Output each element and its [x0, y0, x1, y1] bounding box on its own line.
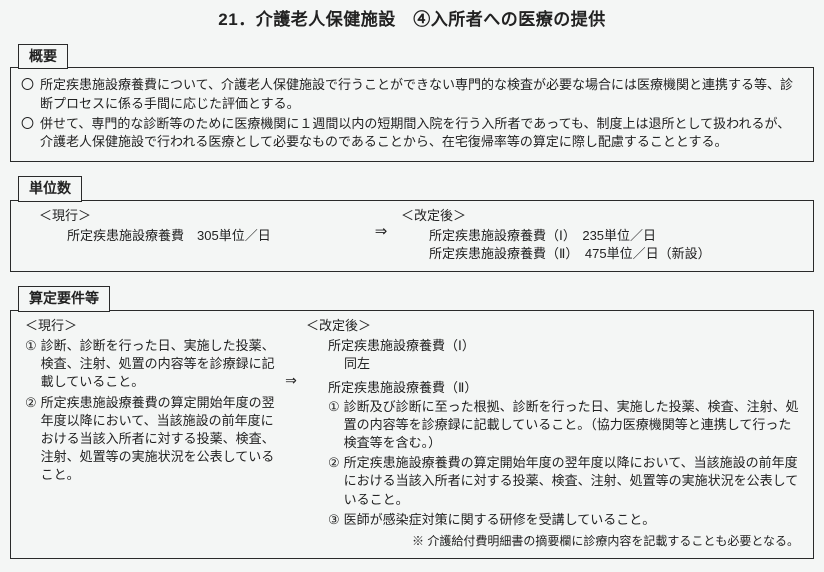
units-current-header: ＜現行＞: [39, 207, 361, 225]
units-revised-line2: 所定疾患施設療養費（Ⅱ） 475単位／日（新設）: [401, 245, 803, 263]
requirement-text: 所定疾患施設療養費の算定開始年度の翌年度以降において、当該施設の前年度における当…: [41, 394, 276, 485]
overview-text: 併せて、専門的な診断等のために医療機関に１週間以内の短期間入院を行う入所者であっ…: [40, 115, 803, 151]
requirements-revised: ＜改定後＞ 所定疾患施設療養費（Ⅰ） 同左 所定疾患施設療養費（Ⅱ） ① 診断及…: [306, 317, 803, 550]
overview-label: 概要: [18, 44, 68, 70]
units-box: ＜現行＞ 所定疾患施設療養費 305単位／日 ⇒ ＜改定後＞ 所定疾患施設療養費…: [10, 200, 814, 273]
page-title: 21．介護老人保健施設 ④入所者への医療の提供: [10, 8, 814, 32]
requirement-text: 医師が感染症対策に関する研修を受講していること。: [344, 511, 803, 529]
requirement-item: ② 所定疾患施設療養費の算定開始年度の翌年度以降において、当該施設の前年度におけ…: [306, 454, 803, 509]
overview-item: 〇 所定疾患施設療養費について、介護老人保健施設で行うことができない専門的な検査…: [21, 76, 803, 112]
units-label-wrap: 単位数: [18, 176, 814, 202]
arrow-icon: ⇒: [361, 207, 401, 242]
number-circle-icon: ①: [328, 398, 340, 416]
number-circle-icon: ①: [25, 337, 37, 355]
number-circle-icon: ②: [328, 454, 340, 472]
requirements-label: 算定要件等: [18, 286, 110, 312]
requirement-text: 診断及び診断に至った根拠、診断を行った日、実施した投薬、検査、注射、処置の内容等…: [344, 398, 803, 453]
overview-label-wrap: 概要: [18, 44, 814, 70]
requirements-revised-header: ＜改定後＞: [306, 317, 803, 335]
requirements-note: ※ 介護給付費明細書の摘要欄に診療内容を記載することも必要となる。: [306, 533, 803, 550]
arrow-icon: ⇒: [276, 317, 306, 391]
units-current: ＜現行＞ 所定疾患施設療養費 305単位／日: [21, 207, 361, 245]
units-revised: ＜改定後＞ 所定疾患施設療養費（Ⅰ） 235単位／日 所定疾患施設療養費（Ⅱ） …: [401, 207, 803, 264]
number-circle-icon: ②: [25, 394, 37, 412]
requirements-label-wrap: 算定要件等: [18, 286, 814, 312]
requirements-current-header: ＜現行＞: [25, 317, 276, 335]
units-revised-line1: 所定疾患施設療養費（Ⅰ） 235単位／日: [401, 227, 803, 245]
requirement-text: 診断、診断を行った日、実施した投薬、検査、注射、処置の内容等を診療録に記載してい…: [41, 337, 276, 392]
requirements-box: ＜現行＞ ① 診断、診断を行った日、実施した投薬、検査、注射、処置の内容等を診療…: [10, 310, 814, 559]
requirement-item: ① 診断及び診断に至った根拠、診断を行った日、実施した投薬、検査、注射、処置の内…: [306, 398, 803, 453]
bullet-icon: 〇: [21, 76, 34, 94]
overview-box: 〇 所定疾患施設療養費について、介護老人保健施設で行うことができない専門的な検査…: [10, 67, 814, 162]
overview-item: 〇 併せて、専門的な診断等のために医療機関に１週間以内の短期間入院を行う入所者で…: [21, 115, 803, 151]
requirement-item: ① 診断、診断を行った日、実施した投薬、検査、注射、処置の内容等を診療録に記載し…: [25, 337, 276, 392]
revised-same: 同左: [306, 355, 803, 373]
overview-text: 所定疾患施設療養費について、介護老人保健施設で行うことができない専門的な検査が必…: [40, 76, 803, 112]
units-current-line: 所定疾患施設療養費 305単位／日: [39, 227, 361, 245]
requirement-item: ③ 医師が感染症対策に関する研修を受講していること。: [306, 511, 803, 529]
number-circle-icon: ③: [328, 511, 340, 529]
revised-title-2: 所定疾患施設療養費（Ⅱ）: [306, 379, 803, 397]
bullet-icon: 〇: [21, 115, 34, 133]
units-label: 単位数: [18, 176, 82, 202]
units-revised-header: ＜改定後＞: [401, 207, 803, 225]
requirement-item: ② 所定疾患施設療養費の算定開始年度の翌年度以降において、当該施設の前年度におけ…: [25, 394, 276, 485]
requirement-text: 所定疾患施設療養費の算定開始年度の翌年度以降において、当該施設の前年度における当…: [344, 454, 803, 509]
requirements-current: ＜現行＞ ① 診断、診断を行った日、実施した投薬、検査、注射、処置の内容等を診療…: [21, 317, 276, 487]
revised-title-1: 所定疾患施設療養費（Ⅰ）: [306, 337, 803, 355]
